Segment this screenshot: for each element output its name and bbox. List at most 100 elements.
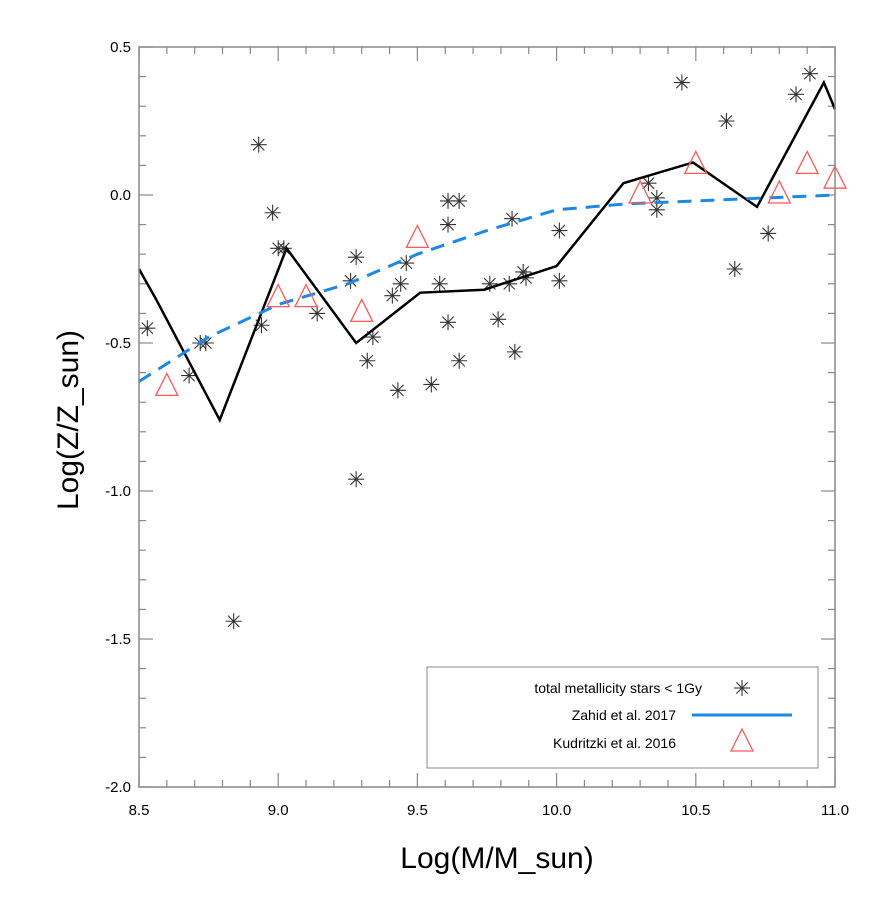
y-tick-label: 0.5 [110, 39, 131, 56]
triangle-point [154, 371, 179, 397]
star-stroke [789, 88, 803, 101]
star-point [225, 613, 242, 630]
star-stroke [277, 242, 290, 255]
legend-label-stars: total metallicity stars < 1Gy [534, 680, 702, 696]
star-stroke [311, 307, 324, 320]
star-stroke [350, 251, 363, 264]
triangle-point [405, 223, 430, 249]
triangle-point [628, 179, 653, 204]
star-stroke [252, 138, 265, 151]
star-point [490, 311, 507, 328]
x-tick-label: 11.0 [821, 802, 849, 819]
legend-label-kudritzki: Kudritzki et al. 2016 [553, 735, 676, 751]
star-stroke [453, 194, 466, 207]
star-stroke [141, 322, 154, 335]
star-point [398, 255, 415, 272]
star-stroke [183, 369, 196, 382]
star-stroke [675, 76, 688, 89]
triangle-point [767, 179, 792, 204]
y-tick-label: -1.0 [105, 483, 131, 500]
star-stroke [650, 191, 663, 205]
star-point [348, 249, 365, 266]
star-point [504, 210, 521, 227]
y-tick-label: -1.5 [105, 631, 131, 648]
star-stroke [441, 194, 455, 207]
star-point [440, 216, 457, 233]
triangle-point [349, 297, 374, 323]
star-stroke [762, 227, 775, 240]
star-point [264, 204, 281, 221]
y-tick-label: -0.5 [105, 335, 131, 352]
star-point [431, 275, 448, 292]
legend: total metallicity stars < 1Gy Zahid et a… [426, 666, 819, 769]
median-line [137, 79, 837, 423]
series-line-solid [137, 79, 837, 423]
star-point [726, 261, 743, 277]
star-stroke [394, 277, 407, 290]
star-stroke [803, 67, 816, 80]
plot-frame [138, 46, 836, 788]
star-stroke [227, 615, 240, 628]
star-point [348, 471, 365, 488]
star-stroke [735, 681, 749, 695]
chart-marks [137, 65, 848, 630]
star-point [392, 275, 409, 292]
star-point [673, 74, 690, 91]
star-stroke [553, 274, 566, 287]
star-point [760, 225, 777, 242]
star-point [440, 314, 457, 331]
star-point [451, 192, 468, 209]
star-stroke [366, 331, 379, 344]
star-point [481, 275, 498, 292]
star-stroke [255, 319, 268, 332]
star-stroke [441, 316, 455, 329]
series-scatter-star [139, 65, 818, 630]
star-point [389, 382, 406, 399]
star-stroke [425, 378, 438, 391]
star-stroke [400, 257, 413, 270]
star-stroke [720, 114, 733, 128]
star-stroke [350, 473, 363, 486]
triangle-point [266, 283, 291, 308]
star-point [718, 113, 735, 129]
star-point [551, 272, 568, 289]
y-axis-label: Log(Z/Z_sun) [52, 330, 85, 510]
star-stroke [266, 206, 279, 219]
star-point [801, 65, 818, 82]
y-tick-label: -2.0 [105, 779, 131, 796]
star-stroke [506, 212, 519, 225]
star-stroke [508, 345, 521, 358]
x-tick-label: 9.5 [407, 802, 428, 819]
star-stroke [441, 218, 455, 231]
axis-ticks: 8.5 9.0 9.5 10.0 10.5 11.0 0.5 0.0 -0.5 -1.0 -1.5 -… [105, 39, 849, 819]
star-point [384, 287, 401, 304]
series-scatter-triangle [154, 149, 848, 397]
star-point [364, 329, 381, 346]
star-stroke [553, 224, 566, 237]
star-point [551, 222, 568, 239]
star-stroke [361, 354, 374, 367]
star-point [440, 192, 457, 209]
star-point [451, 352, 468, 369]
star-point [359, 352, 376, 369]
star-stroke [728, 262, 741, 276]
star-stroke [492, 313, 505, 326]
x-tick-label: 10.5 [681, 802, 710, 819]
star-stroke [433, 277, 446, 290]
star-point [197, 335, 214, 351]
star-stroke [642, 177, 655, 190]
star-point [139, 320, 156, 337]
star-point [309, 305, 326, 322]
triangle-point [795, 149, 820, 175]
star-point [181, 367, 198, 384]
triangle-point [683, 149, 708, 175]
star-stroke [199, 336, 212, 350]
zahid-line [138, 193, 836, 383]
triangle-point [293, 283, 319, 308]
star-point [423, 376, 440, 393]
star-point [788, 86, 805, 103]
legend-triangle-icon [729, 727, 755, 752]
series-line-dashed [138, 193, 836, 383]
x-tick-label: 10.0 [542, 802, 571, 819]
